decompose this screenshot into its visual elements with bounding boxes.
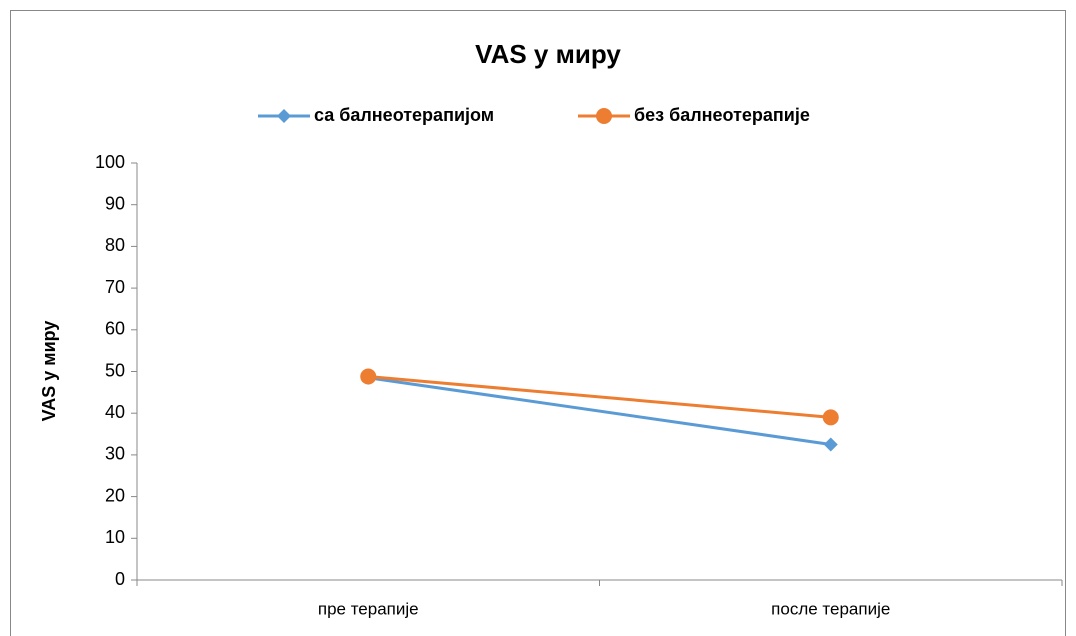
chart-title: VAS у миру: [475, 39, 621, 69]
y-tick-label: 80: [105, 235, 125, 255]
y-tick-label: 90: [105, 193, 125, 213]
y-tick-label: 10: [105, 527, 125, 547]
y-tick-label: 0: [115, 569, 125, 589]
legend-marker: [596, 108, 612, 124]
data-point: [823, 437, 838, 452]
y-axis-label: VAS у миру: [39, 321, 59, 422]
y-tick-label: 70: [105, 277, 125, 297]
y-tick-label: 20: [105, 485, 125, 505]
series-line: [368, 375, 831, 419]
x-tick-label: после терапије: [771, 599, 890, 618]
series-line: [368, 376, 831, 446]
legend-label: са балнеотерапијом: [314, 105, 494, 125]
y-tick-label: 30: [105, 444, 125, 464]
legend-marker: [277, 109, 291, 123]
data-point: [360, 368, 377, 385]
data-point: [822, 409, 839, 426]
y-tick-label: 60: [105, 319, 125, 339]
chart-border: [10, 10, 1066, 636]
legend-label: без балнеотерапије: [634, 105, 810, 125]
y-tick-label: 40: [105, 402, 125, 422]
y-tick-label: 100: [95, 152, 125, 172]
x-tick-label: пре терапије: [318, 599, 419, 618]
y-tick-label: 50: [105, 360, 125, 380]
